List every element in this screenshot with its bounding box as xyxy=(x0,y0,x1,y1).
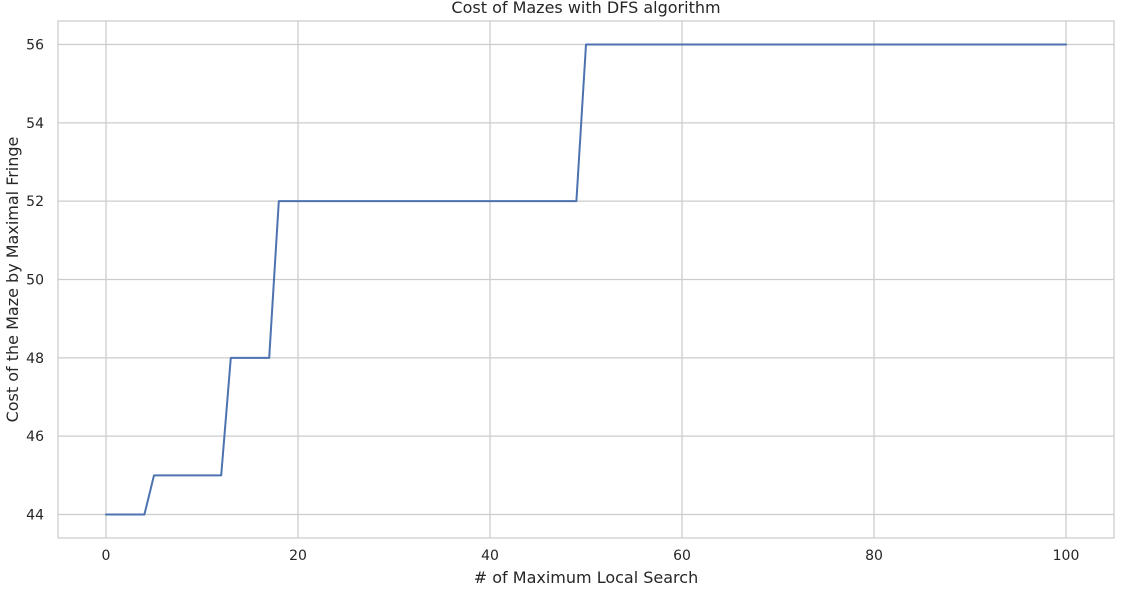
y-tick-label: 48 xyxy=(26,351,44,367)
y-tick-label: 52 xyxy=(26,194,44,210)
x-tick-label: 80 xyxy=(865,548,883,564)
x-tick-label: 100 xyxy=(1053,548,1080,564)
x-axis-ticks: 0 20 40 60 80 100 xyxy=(102,548,1080,564)
series-layer xyxy=(105,43,1067,516)
y-tick-label: 50 xyxy=(26,273,44,289)
x-tick-label: 40 xyxy=(481,548,499,564)
x-tick-label: 0 xyxy=(102,548,111,564)
y-tick-label: 56 xyxy=(26,38,44,54)
x-tick-label: 20 xyxy=(289,548,307,564)
y-tick-label: 44 xyxy=(26,508,44,524)
plot-area xyxy=(57,20,1115,539)
x-axis-title: # of Maximum Local Search xyxy=(474,568,698,587)
y-axis-title: Cost of the Maze by Maximal Fringe xyxy=(3,137,22,423)
series-line xyxy=(105,43,1067,516)
y-tick-label: 54 xyxy=(26,116,44,132)
x-tick-label: 60 xyxy=(673,548,691,564)
y-tick-label: 46 xyxy=(26,429,44,445)
y-axis-ticks: 44 46 48 50 52 54 56 xyxy=(26,38,44,524)
chart-title: Cost of Mazes with DFS algorithm xyxy=(451,0,720,17)
